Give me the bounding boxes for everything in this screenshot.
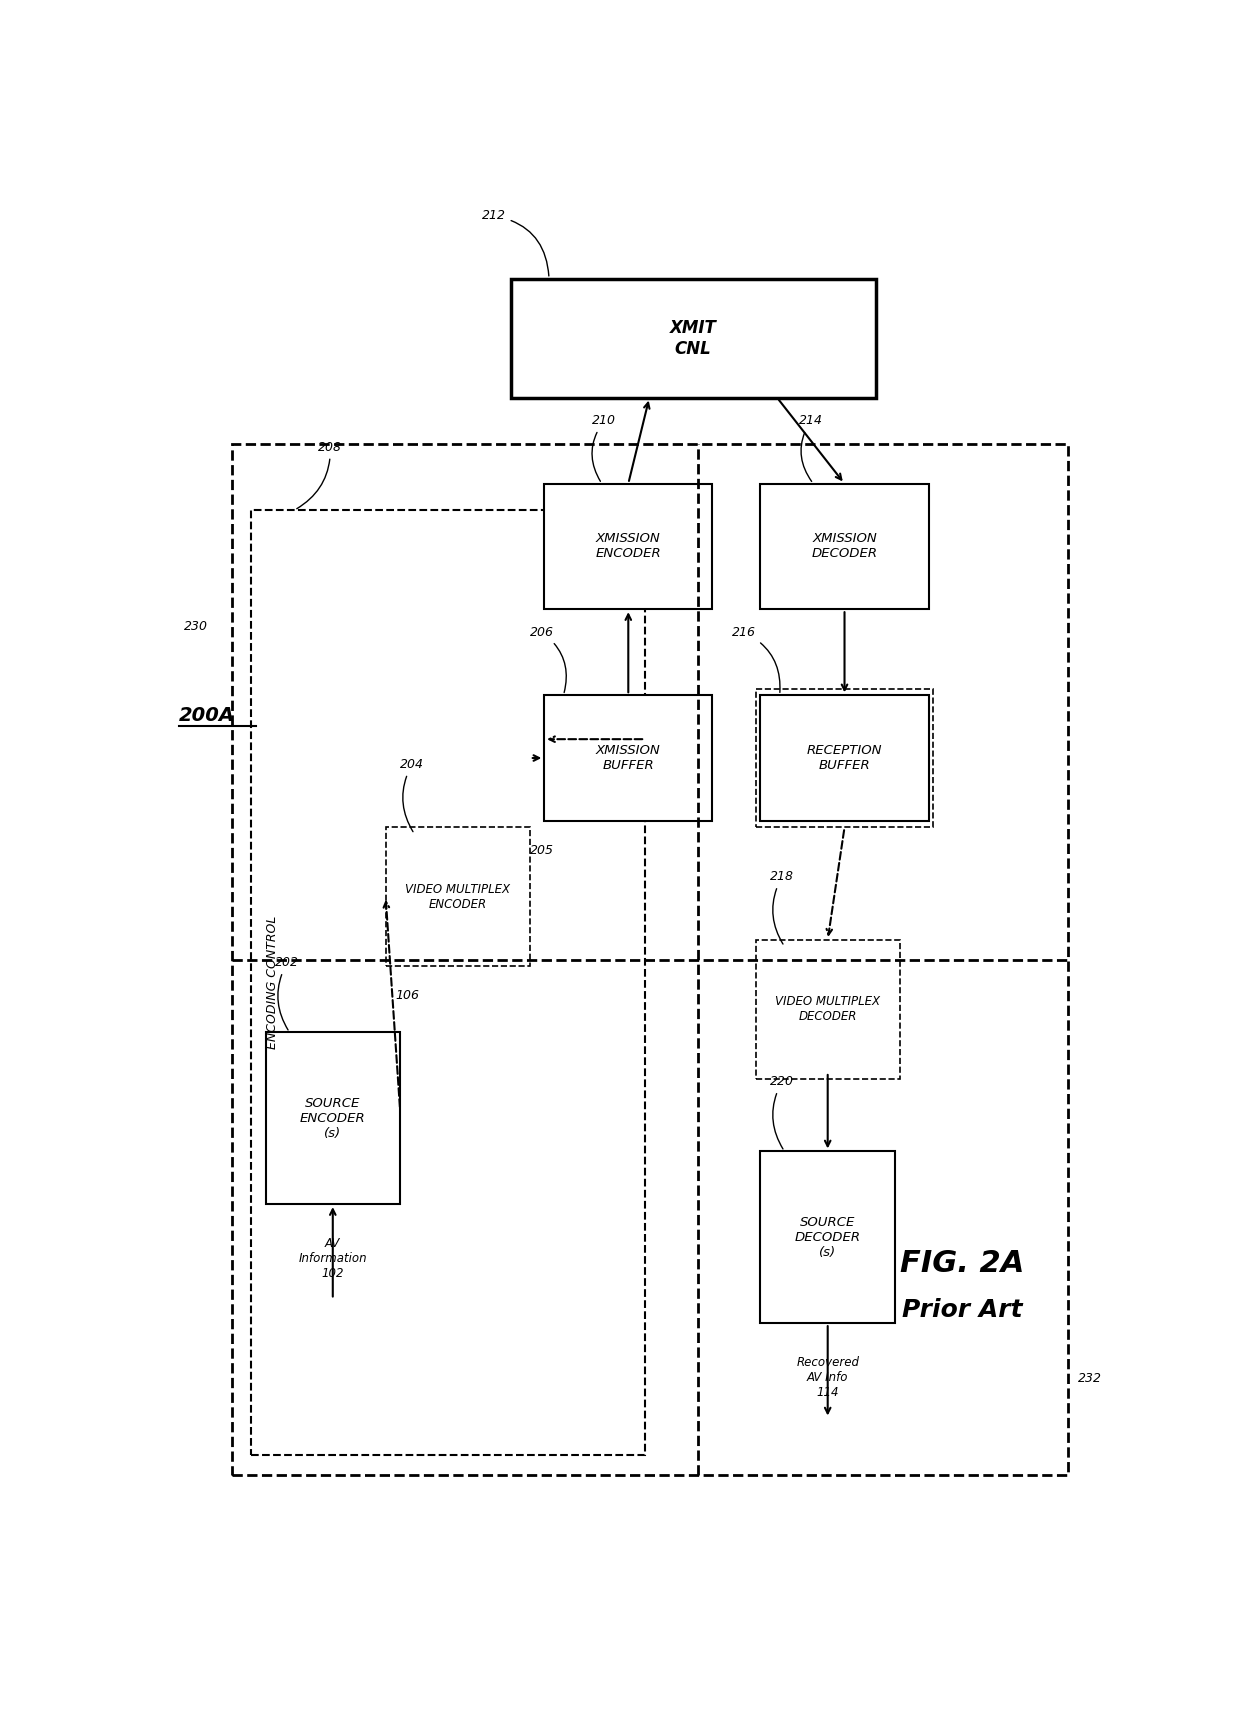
Text: AV
Information
102: AV Information 102	[299, 1238, 367, 1281]
Text: 214: 214	[799, 414, 823, 481]
Bar	[760, 484, 929, 610]
Bar	[544, 484, 713, 610]
Bar	[511, 278, 875, 398]
Bar	[232, 445, 1068, 1475]
Bar	[250, 510, 645, 1456]
Text: SOURCE
ENCODER
(s): SOURCE ENCODER (s)	[300, 1097, 366, 1140]
Bar	[760, 1152, 895, 1324]
Text: 216: 216	[732, 625, 780, 692]
Text: Recovered
AV Info
114: Recovered AV Info 114	[796, 1356, 859, 1399]
Text: VIDEO MULTIPLEX
DECODER: VIDEO MULTIPLEX DECODER	[775, 996, 880, 1023]
Text: Prior Art: Prior Art	[901, 1298, 1023, 1322]
Text: 220: 220	[770, 1075, 794, 1149]
Text: FIG. 2A: FIG. 2A	[900, 1250, 1024, 1277]
Text: 230: 230	[184, 620, 208, 632]
Text: 210: 210	[591, 414, 616, 481]
Bar	[386, 828, 529, 967]
Text: 200A: 200A	[179, 706, 236, 725]
Text: 208: 208	[296, 441, 342, 508]
Text: ENCODING CONTROL: ENCODING CONTROL	[265, 917, 279, 1049]
Text: XMISSION
BUFFER: XMISSION BUFFER	[596, 743, 661, 773]
Text: XMISSION
ENCODER: XMISSION ENCODER	[595, 532, 661, 560]
Text: 232: 232	[1078, 1372, 1101, 1386]
Text: 106: 106	[396, 989, 419, 1003]
Bar	[760, 695, 929, 821]
Text: 212: 212	[481, 209, 549, 276]
Text: XMIT
CNL: XMIT CNL	[670, 319, 717, 357]
Text: RECEPTION
BUFFER: RECEPTION BUFFER	[807, 743, 883, 773]
Bar	[544, 695, 713, 821]
Text: VIDEO MULTIPLEX
ENCODER: VIDEO MULTIPLEX ENCODER	[405, 883, 510, 910]
Bar	[265, 1032, 401, 1204]
Text: XMISSION
DECODER: XMISSION DECODER	[811, 532, 878, 560]
Text: 205: 205	[529, 843, 554, 857]
Text: 202: 202	[275, 956, 299, 1030]
Bar	[755, 689, 934, 828]
Text: 218: 218	[770, 871, 794, 944]
Text: SOURCE
DECODER
(s): SOURCE DECODER (s)	[795, 1216, 861, 1259]
Text: 206: 206	[529, 625, 567, 692]
Text: 204: 204	[401, 757, 424, 831]
Bar	[755, 939, 900, 1078]
